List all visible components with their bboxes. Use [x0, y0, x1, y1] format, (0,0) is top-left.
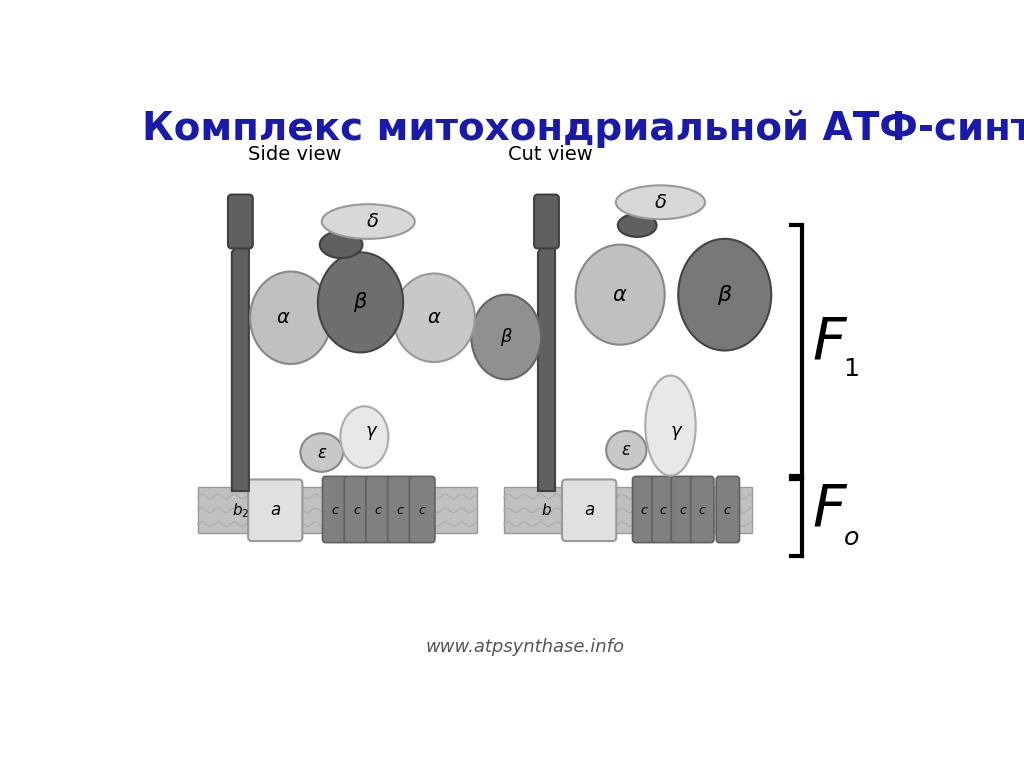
- Ellipse shape: [471, 295, 541, 379]
- Text: $\alpha$: $\alpha$: [612, 285, 628, 305]
- Text: $\varepsilon$: $\varepsilon$: [316, 444, 327, 462]
- FancyBboxPatch shape: [344, 476, 370, 543]
- Ellipse shape: [322, 204, 415, 239]
- FancyBboxPatch shape: [672, 476, 694, 543]
- Text: $\beta$: $\beta$: [500, 326, 513, 348]
- Text: $\gamma$: $\gamma$: [670, 424, 683, 442]
- Text: $_o$: $_o$: [843, 512, 859, 547]
- Text: $\beta$: $\beta$: [353, 290, 368, 314]
- Text: $F$: $F$: [812, 314, 848, 371]
- FancyBboxPatch shape: [198, 487, 477, 533]
- Text: $_1$: $_1$: [843, 345, 859, 379]
- Text: $c$: $c$: [679, 504, 687, 517]
- Text: $c$: $c$: [352, 504, 361, 517]
- FancyBboxPatch shape: [716, 476, 739, 543]
- Polygon shape: [231, 229, 249, 491]
- Text: Cut view: Cut view: [508, 144, 593, 164]
- Ellipse shape: [606, 431, 646, 469]
- Text: $F$: $F$: [812, 482, 848, 539]
- FancyBboxPatch shape: [248, 479, 302, 541]
- Text: $c$: $c$: [396, 504, 404, 517]
- Text: $\alpha$: $\alpha$: [275, 308, 290, 327]
- Text: $\delta$: $\delta$: [366, 212, 379, 231]
- FancyBboxPatch shape: [633, 476, 655, 543]
- Text: $a$: $a$: [584, 502, 595, 519]
- Text: $\alpha$: $\alpha$: [427, 308, 441, 327]
- Text: $b$: $b$: [541, 502, 552, 518]
- Text: Комплекс митохондриальной АТФ-синтазы:: Комплекс митохондриальной АТФ-синтазы:: [142, 110, 1024, 148]
- Ellipse shape: [340, 406, 388, 468]
- Ellipse shape: [617, 214, 656, 237]
- Text: $c$: $c$: [659, 504, 668, 517]
- Text: $c$: $c$: [375, 504, 383, 517]
- FancyBboxPatch shape: [562, 479, 616, 541]
- Text: www.atpsynthase.info: www.atpsynthase.info: [425, 637, 625, 656]
- Text: $\beta$: $\beta$: [717, 283, 732, 306]
- Ellipse shape: [319, 231, 362, 258]
- FancyBboxPatch shape: [652, 476, 675, 543]
- Ellipse shape: [300, 433, 343, 472]
- Text: $b_2$: $b_2$: [231, 501, 249, 520]
- Text: $c$: $c$: [724, 504, 732, 517]
- FancyBboxPatch shape: [535, 194, 559, 249]
- Text: Side view: Side view: [248, 144, 342, 164]
- Ellipse shape: [645, 376, 695, 475]
- Polygon shape: [538, 229, 555, 491]
- FancyBboxPatch shape: [388, 476, 414, 543]
- Text: $c$: $c$: [331, 504, 340, 517]
- Ellipse shape: [393, 273, 475, 362]
- FancyBboxPatch shape: [410, 476, 435, 543]
- Text: $a$: $a$: [269, 502, 281, 519]
- Ellipse shape: [250, 272, 332, 364]
- Ellipse shape: [615, 185, 705, 219]
- Ellipse shape: [317, 253, 403, 353]
- Ellipse shape: [575, 245, 665, 345]
- Ellipse shape: [678, 239, 771, 350]
- FancyBboxPatch shape: [690, 476, 714, 543]
- FancyBboxPatch shape: [504, 487, 752, 533]
- Text: $c$: $c$: [640, 504, 648, 517]
- Text: $c$: $c$: [418, 504, 426, 517]
- FancyBboxPatch shape: [228, 194, 253, 249]
- Text: $\varepsilon$: $\varepsilon$: [622, 441, 632, 459]
- Text: $c$: $c$: [698, 504, 707, 517]
- Text: $\gamma$: $\gamma$: [366, 424, 379, 442]
- FancyBboxPatch shape: [323, 476, 348, 543]
- Text: $\delta$: $\delta$: [654, 193, 667, 212]
- FancyBboxPatch shape: [366, 476, 391, 543]
